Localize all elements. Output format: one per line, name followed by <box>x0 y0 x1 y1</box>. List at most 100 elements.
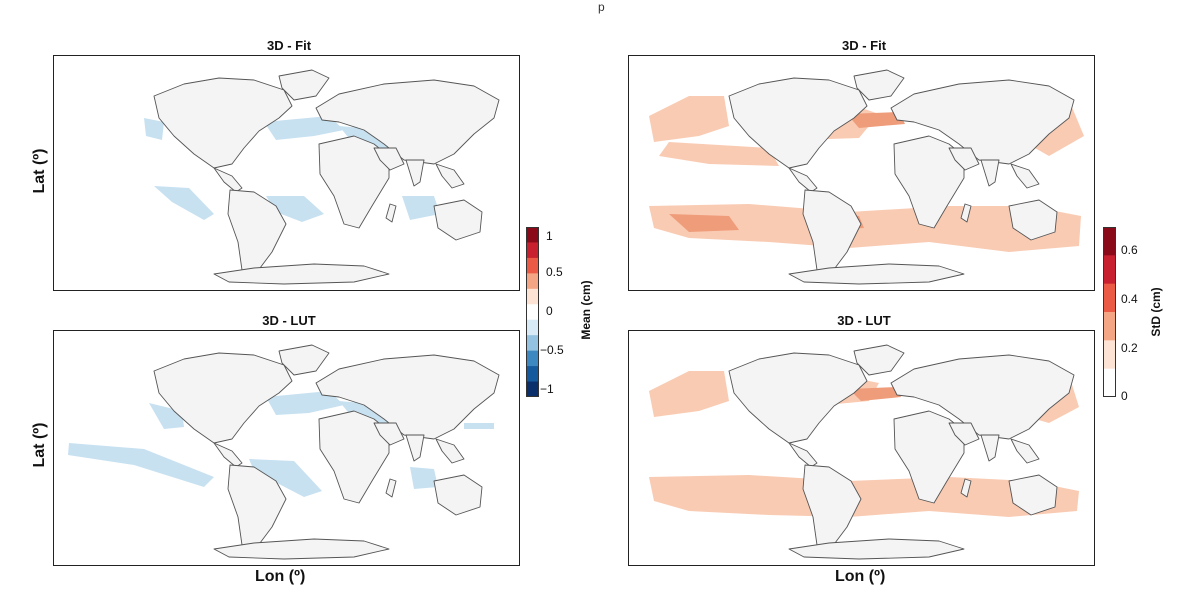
antarctica-landmass <box>213 538 390 560</box>
africa-landmass <box>893 135 965 229</box>
colorbar-border <box>1103 227 1116 397</box>
central-america-landmass <box>788 167 818 193</box>
std-region-mediterranean-mid <box>847 112 905 128</box>
colorbar-std <box>1103 227 1116 398</box>
colorbar-border <box>526 227 539 397</box>
south-america-landmass <box>227 189 287 277</box>
std-region-south-pacific-mid <box>669 214 739 232</box>
lat-label-top: Lat (º) <box>31 148 48 194</box>
colorbar-swatch <box>526 381 539 398</box>
arabia-landmass <box>948 147 980 171</box>
colorbar-swatch <box>526 273 539 290</box>
map-panel-top-left <box>53 55 520 291</box>
madagascar-landmass <box>960 203 972 223</box>
cb-std-tick-0.4: 0.4 <box>1121 292 1138 306</box>
greenland-landmass <box>853 69 905 101</box>
arabia-landmass <box>948 422 980 446</box>
australia-landmass <box>1008 474 1058 516</box>
colorbar-swatch <box>1103 368 1116 398</box>
std-region-north-pacific <box>649 96 729 142</box>
north-america-landmass <box>728 352 868 444</box>
mean-region-indian <box>402 196 440 220</box>
greenland-landmass <box>278 69 330 101</box>
colorbar-swatch <box>526 288 539 305</box>
map-panel-bottom-right <box>628 330 1095 566</box>
australia-landmass <box>1008 199 1058 241</box>
colorbar-mean <box>526 227 539 398</box>
south-america-landmass <box>802 464 862 552</box>
std-region-southern-ocean <box>649 475 1079 517</box>
colorbar-swatch <box>526 242 539 259</box>
std-region-north-pacific <box>649 371 729 417</box>
mean-region-south-atlantic <box>249 459 322 497</box>
cb-mean-tick-0.5: 0.5 <box>546 265 563 279</box>
mean-region-pacific-band <box>68 443 214 487</box>
cb-mean-tick-m1: −1 <box>540 382 554 396</box>
cb-std-tick-0.6: 0.6 <box>1121 243 1138 257</box>
mean-region-mediterranean <box>264 116 344 140</box>
lat-label-bottom: Lat (º) <box>31 422 48 468</box>
south-america-landmass <box>802 189 862 277</box>
india-landmass <box>405 159 425 187</box>
central-america-landmass <box>213 442 243 468</box>
australia-landmass <box>433 474 483 516</box>
colorbar-std-title: StD (cm) <box>1149 287 1163 337</box>
colorbar-swatch <box>526 350 539 367</box>
colorbar-swatch <box>1103 227 1116 256</box>
panel-title-top-right: 3D - Fit <box>841 38 887 53</box>
eurasia-landmass <box>315 354 500 440</box>
africa-landmass <box>893 410 965 504</box>
colorbar-std-swatches <box>1103 227 1116 398</box>
madagascar-landmass <box>960 478 972 498</box>
panel-title-bottom-right: 3D - LUT <box>837 313 891 328</box>
india-landmass <box>980 159 1000 187</box>
arabia-landmass <box>373 147 405 171</box>
map-top-left <box>54 56 519 290</box>
map-bottom-left <box>54 331 519 565</box>
colorbar-swatch <box>526 304 539 321</box>
cb-mean-tick-1: 1 <box>546 229 553 243</box>
colorbar-mean-title: Mean (cm) <box>579 280 593 340</box>
cb-mean-tick-m0.5: −0.5 <box>540 343 564 357</box>
colorbar-swatch <box>526 227 539 243</box>
cb-mean-tick-0: 0 <box>546 304 553 318</box>
map-panel-top-right <box>628 55 1095 291</box>
top-fragment: p <box>598 0 605 14</box>
mean-region-california <box>144 118 164 140</box>
south-america-landmass <box>227 464 287 552</box>
eurasia-landmass <box>890 354 1075 440</box>
southeast-asia-landmass <box>1010 438 1040 464</box>
australia-landmass <box>433 199 483 241</box>
antarctica-landmass <box>788 263 965 285</box>
colorbar-mean-swatches <box>526 227 539 398</box>
map-bottom-right <box>629 331 1094 565</box>
africa-landmass <box>318 410 390 504</box>
panel-title-top-left: 3D - Fit <box>266 38 312 53</box>
mean-region-pacific-east <box>464 423 494 429</box>
map-top-right <box>629 56 1094 290</box>
lon-label-left: Lon (º) <box>255 568 306 585</box>
colorbar-swatch <box>1103 340 1116 370</box>
map-panel-bottom-left <box>53 330 520 566</box>
colorbar-swatch <box>526 366 539 383</box>
madagascar-landmass <box>385 478 397 498</box>
india-landmass <box>980 434 1000 462</box>
colorbar-swatch <box>1103 312 1116 341</box>
madagascar-landmass <box>385 203 397 223</box>
eurasia-landmass <box>315 79 500 165</box>
southeast-asia-landmass <box>435 163 465 189</box>
cb-std-tick-0.2: 0.2 <box>1121 341 1138 355</box>
colorbar-swatch <box>1103 255 1116 285</box>
std-region-mediterranean-mid <box>849 387 901 401</box>
north-america-landmass <box>728 77 868 169</box>
mean-region-indian <box>410 467 438 489</box>
cb-std-tick-0: 0 <box>1121 389 1128 403</box>
colorbar-swatch <box>526 319 539 336</box>
mean-region-mediterranean <box>266 391 344 415</box>
std-region-tropical <box>659 142 779 166</box>
colorbar-swatch <box>526 257 539 274</box>
southeast-asia-landmass <box>1010 163 1040 189</box>
north-america-landmass <box>153 77 293 169</box>
central-america-landmass <box>788 442 818 468</box>
eurasia-landmass <box>890 79 1075 165</box>
